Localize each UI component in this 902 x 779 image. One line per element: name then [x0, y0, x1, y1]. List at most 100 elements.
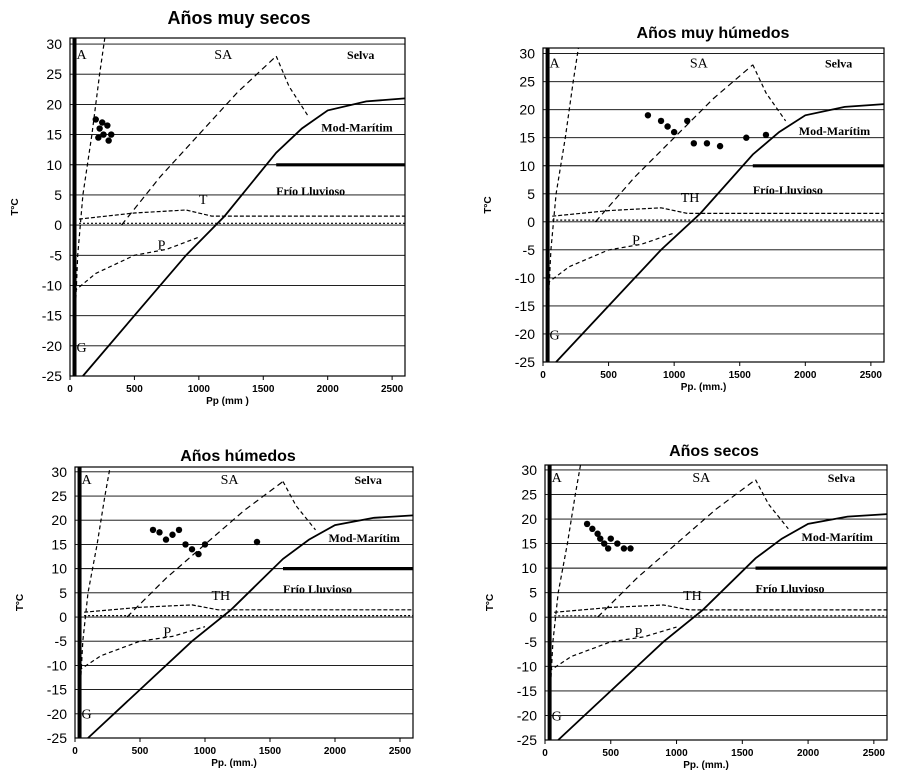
zone-label: Mod-Marítim: [329, 531, 400, 545]
zone-label: A: [550, 57, 561, 72]
x-axis-label: Pp. (mm.): [211, 758, 257, 769]
y-tick-label: 15: [519, 130, 535, 146]
observation-point: [100, 131, 107, 138]
zone-label: Mod-Marítim: [321, 121, 392, 135]
y-tick-label: 5: [529, 585, 537, 601]
observation-point: [664, 123, 671, 130]
y-tick-label: 20: [46, 96, 62, 112]
zone-label: TH: [212, 589, 231, 604]
observation-point: [690, 140, 698, 147]
chart-title: Años muy secos: [167, 8, 310, 28]
zone-label: P: [634, 626, 642, 641]
y-tick-label: 15: [51, 536, 67, 552]
chart-panel-4: Años secos 30 25 20 15 10 5 0 -5 -10 -15 -20 -25 0 500…: [485, 443, 888, 771]
observation-point: [657, 117, 665, 125]
y-tick-label: 0: [54, 217, 62, 233]
x-tick-label: 500: [600, 370, 617, 381]
polar-boundary-line: [548, 626, 677, 672]
observation-point: [589, 525, 596, 533]
zone-label: P: [632, 233, 640, 248]
observation-point: [627, 545, 634, 552]
zone-label: SA: [221, 473, 240, 488]
observation-point: [614, 540, 621, 547]
y-tick-label: -25: [517, 732, 537, 748]
arid-boundary-line: [73, 37, 106, 377]
humid-boundary-line: [87, 514, 414, 739]
x-tick-label: 2000: [794, 370, 817, 381]
y-tick-label: -15: [515, 298, 535, 314]
y-tick-label: -10: [47, 657, 67, 673]
chart-panel-3: Años húmedos 30 25 20 15 10 5 0 -5 -10 -15 -20 -25 0 5…: [15, 448, 414, 769]
observation-point: [99, 119, 106, 126]
zone-label: A: [552, 471, 563, 486]
zone-label: G: [82, 708, 92, 723]
plot-frame: [544, 464, 888, 741]
semiarid-boundary-line: [126, 481, 284, 618]
observation-point: [684, 117, 691, 125]
zone-label: Mod-Marítim: [799, 124, 870, 138]
y-tick-label: 10: [51, 561, 67, 577]
observation-point: [92, 116, 99, 123]
y-tick-label: 10: [519, 158, 535, 174]
observation-point: [188, 546, 196, 553]
zone-label: T: [199, 193, 208, 208]
x-axis-label: Pp (mm ): [206, 396, 249, 407]
observation-point: [670, 128, 678, 136]
observation-point: [703, 140, 711, 147]
y-tick-label: 0: [527, 214, 535, 230]
y-tick-label: -5: [525, 634, 538, 650]
zone-label: SA: [692, 471, 711, 486]
x-tick-label: 2500: [863, 748, 886, 759]
zone-label: TH: [681, 191, 700, 206]
y-tick-label: -5: [55, 633, 68, 649]
y-tick-label: -20: [515, 326, 535, 342]
observation-point: [149, 526, 157, 534]
semiarid-peak-line: [282, 481, 316, 531]
y-tick-label: 20: [521, 511, 537, 527]
y-tick-label: 30: [51, 464, 67, 480]
semiarid-boundary-line: [121, 55, 277, 226]
semiarid-boundary-line: [595, 64, 754, 223]
y-tick-label: -5: [523, 242, 536, 258]
chart-title: Años muy húmedos: [637, 25, 790, 42]
x-tick-label: 1500: [731, 748, 754, 759]
y-tick-label: 15: [521, 536, 537, 552]
y-tick-label: 20: [519, 102, 535, 118]
observation-point: [253, 538, 261, 546]
y-tick-label: 25: [51, 488, 67, 504]
humid-boundary-line: [82, 97, 406, 377]
y-tick-label: -15: [42, 308, 62, 324]
observation-point: [743, 134, 750, 141]
observation-point: [108, 131, 115, 138]
observation-point: [169, 531, 176, 538]
y-tick-label: -25: [47, 730, 67, 746]
x-tick-label: 1000: [188, 384, 211, 395]
y-axis-label: T°C: [15, 594, 26, 611]
arid-boundary-line: [548, 464, 582, 741]
observation-point: [96, 125, 103, 132]
y-tick-label: 25: [519, 74, 535, 90]
zone-label: G: [552, 709, 562, 724]
y-axis-label: T°C: [10, 198, 21, 215]
polar-boundary-line: [73, 236, 200, 292]
observation-point: [604, 545, 612, 552]
observation-point: [594, 530, 601, 537]
semiarid-peak-line: [752, 64, 787, 122]
y-tick-label: 20: [51, 512, 67, 528]
observation-point: [201, 541, 209, 548]
temperate-boundary-upper: [554, 604, 887, 613]
chart-title: Años secos: [669, 443, 759, 460]
zone-label: Selva: [347, 48, 374, 62]
observation-point: [644, 112, 652, 119]
zone-label: G: [76, 341, 86, 356]
x-tick-label: 500: [602, 748, 619, 759]
observation-point: [105, 137, 112, 144]
arid-boundary-line: [546, 47, 579, 363]
y-tick-label: -10: [515, 270, 535, 286]
y-tick-label: 30: [521, 462, 537, 478]
chart-panel-1: Años muy secos 30 25 20 15 10 5 0 -5 -10 -15 -20 -25…: [10, 8, 406, 407]
x-tick-label: 1500: [729, 370, 752, 381]
y-tick-label: 5: [54, 187, 62, 203]
x-axis-label: Pp. (mm.): [681, 382, 727, 393]
y-tick-label: 15: [46, 127, 62, 143]
